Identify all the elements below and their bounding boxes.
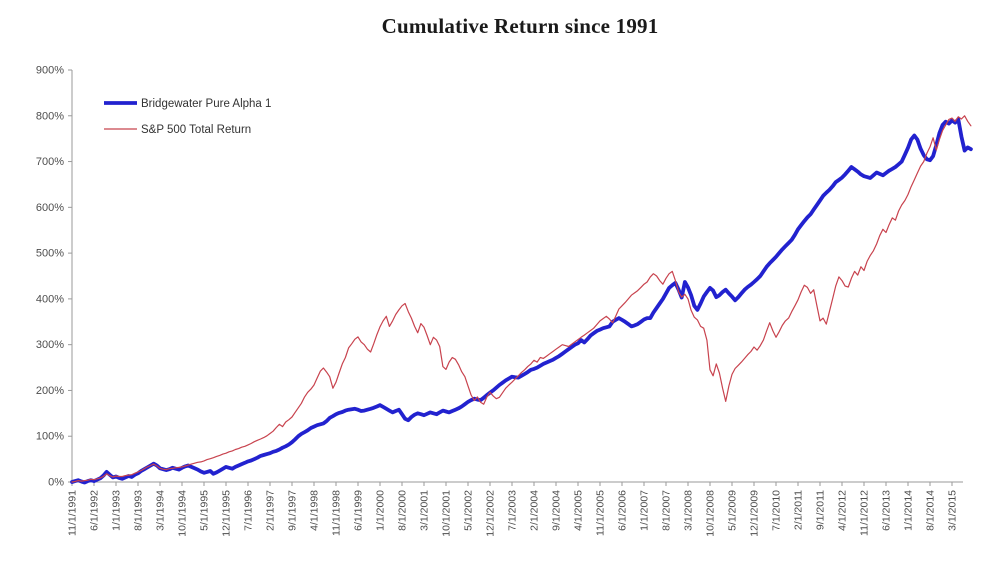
x-tick-label: 10/1/2008 — [705, 490, 717, 537]
y-tick-label: 200% — [36, 385, 64, 397]
legend: Bridgewater Pure Alpha 1 S&P 500 Total Re… — [104, 98, 271, 136]
y-tick-label: 0% — [48, 477, 64, 489]
x-tick-label: 9/1/2004 — [551, 490, 563, 531]
x-tick-label: 3/1/2015 — [947, 490, 959, 531]
x-tick-label: 3/1/2001 — [419, 490, 431, 531]
x-tick-label: 1/1/2014 — [903, 490, 915, 531]
x-tick-label: 8/1/2000 — [397, 490, 409, 531]
y-tick-label: 600% — [36, 202, 64, 214]
series-line-0 — [70, 117, 973, 485]
x-tick-label: 12/1/2009 — [749, 490, 761, 537]
y-tick-label: 700% — [36, 156, 64, 168]
x-tick-label: 11/1/1991 — [67, 490, 79, 536]
x-tick-label: 1/1/2000 — [375, 490, 387, 531]
legend-label-0: Bridgewater Pure Alpha 1 — [141, 98, 271, 110]
series-line-1 — [71, 115, 972, 483]
y-tick-label: 500% — [36, 248, 64, 260]
x-tick-label: 8/1/1993 — [133, 490, 145, 531]
x-tick-label: 3/1/1994 — [155, 490, 167, 531]
x-tick-label: 8/1/2007 — [661, 490, 673, 531]
x-tick-label: 10/1/2001 — [441, 490, 453, 537]
x-axis: 11/1/1991 6/1/1992 1/1/1993 8/1/1993 3/1/199… — [67, 481, 963, 537]
chart-title: Cumulative Return since 1991 — [381, 14, 659, 38]
x-tick-label: 4/1/2012 — [837, 490, 849, 531]
x-tick-label: 6/1/2013 — [881, 490, 893, 531]
x-tick-label: 6/1/1999 — [353, 490, 365, 531]
x-tick-label: 9/1/2011 — [815, 490, 827, 530]
x-tick-label: 1/1/1993 — [111, 490, 123, 531]
x-tick-label: 12/1/1995 — [221, 490, 233, 537]
x-tick-label: 7/1/2010 — [771, 490, 783, 531]
x-tick-label: 6/1/1992 — [89, 490, 101, 531]
x-tick-label: 5/1/1995 — [199, 490, 211, 531]
y-axis: 0% 100% 200% 300% 400% 500% 600% 700% 800% 900% — [36, 65, 73, 489]
x-tick-label: 4/1/1998 — [309, 490, 321, 531]
legend-label-1: S&P 500 Total Return — [141, 124, 251, 136]
y-tick-label: 900% — [36, 65, 64, 77]
x-tick-label: 1/1/2007 — [639, 490, 651, 531]
x-tick-label: 8/1/2014 — [925, 490, 937, 531]
x-tick-label: 11/1/2005 — [595, 490, 607, 536]
x-tick-label: 9/1/1997 — [287, 490, 299, 531]
x-tick-label: 11/1/2012 — [859, 490, 871, 536]
x-tick-label: 11/1/1998 — [331, 490, 343, 536]
x-tick-label: 6/1/2006 — [617, 490, 629, 531]
y-tick-label: 100% — [36, 431, 64, 443]
x-tick-label: 3/1/2008 — [683, 490, 695, 531]
x-tick-label: 4/1/2005 — [573, 490, 585, 531]
y-tick-label: 800% — [36, 110, 64, 122]
x-tick-label: 2/1/2004 — [529, 490, 541, 531]
series-lines — [70, 115, 973, 485]
x-tick-label: 7/1/1996 — [243, 490, 255, 531]
x-tick-label: 10/1/1994 — [177, 490, 189, 537]
x-tick-label: 12/1/2002 — [485, 490, 497, 537]
x-tick-label: 2/1/2011 — [793, 490, 805, 530]
x-tick-label: 5/1/2009 — [727, 490, 739, 531]
y-tick-label: 300% — [36, 339, 64, 351]
x-tick-label: 5/1/2002 — [463, 490, 475, 531]
x-tick-label: 7/1/2003 — [507, 490, 519, 531]
y-tick-label: 400% — [36, 293, 64, 305]
x-tick-label: 2/1/1997 — [265, 490, 277, 531]
